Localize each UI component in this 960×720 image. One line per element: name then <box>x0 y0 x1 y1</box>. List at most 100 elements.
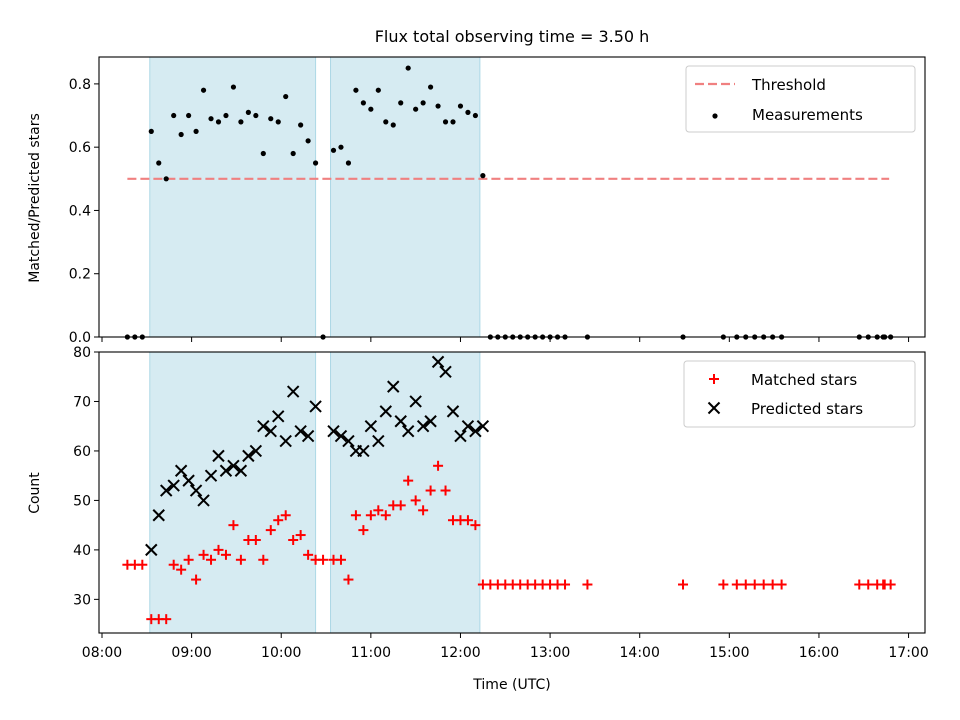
predicted-x-b <box>160 484 173 497</box>
predicted-x-b <box>309 400 322 413</box>
measurement-point <box>353 87 359 93</box>
predicted-star-marker <box>334 429 348 443</box>
predicted-star-marker <box>286 385 300 398</box>
matched-star-marker <box>280 510 291 521</box>
x-tick-label: 13:00 <box>530 645 570 661</box>
matched-star-marker <box>335 554 346 565</box>
ratio-panel: 0.00.20.40.60.8 Matched/Predicted stars … <box>27 56 926 346</box>
predicted-star-marker <box>272 410 285 423</box>
predicted-star-marker <box>454 429 467 443</box>
y-tick-label: 0.6 <box>69 140 91 156</box>
measurement-point <box>253 112 259 119</box>
measurement-point <box>312 160 319 166</box>
observing-windows-bottom <box>149 351 481 634</box>
predicted-x-b <box>242 449 255 463</box>
chart-title: Flux total observing time = 3.50 h <box>375 27 650 46</box>
matched-star-marker <box>440 485 451 496</box>
predicted-x-b <box>197 494 210 507</box>
predicted-x-b <box>416 420 430 433</box>
predicted-star-marker <box>301 429 315 443</box>
legend-predicted-label: Predicted stars <box>751 400 863 418</box>
predicted-star-marker <box>424 415 437 428</box>
predicted-x-b <box>249 444 263 458</box>
matched-star-marker <box>168 559 179 570</box>
matched-star-marker <box>410 495 421 506</box>
predicted-star-marker <box>227 459 240 472</box>
predicted-x-b <box>446 405 460 418</box>
measurement-point <box>457 103 464 109</box>
x-tick-label: 08:00 <box>82 645 122 661</box>
predicted-x-b <box>476 420 490 433</box>
x-tick-label: 14:00 <box>620 645 660 661</box>
predicted-star-marker <box>249 444 263 458</box>
matched-star-marker <box>161 614 172 625</box>
measurement-point <box>450 119 456 125</box>
predicted-x-b <box>257 420 270 433</box>
measurement-point <box>156 160 162 166</box>
predicted-x-b <box>182 474 195 487</box>
predicted-star-marker <box>409 395 422 408</box>
measurement-point <box>208 116 214 122</box>
predicted-x-b <box>272 410 285 423</box>
predicted-star-marker <box>145 543 158 557</box>
count-legend: Matched stars Predicted stars <box>683 360 916 428</box>
star-count-points <box>122 355 896 625</box>
predicted-star-marker <box>327 424 340 438</box>
predicted-x-b <box>364 420 378 433</box>
measurement-point <box>148 128 154 134</box>
x-tick-label: 12:00 <box>440 645 480 661</box>
observing-window-band <box>149 56 317 338</box>
predicted-x-b <box>372 434 385 448</box>
predicted-star-marker <box>242 449 255 463</box>
plot-frame <box>98 351 926 634</box>
predicted-x-b <box>294 424 307 438</box>
matched-star-marker <box>288 534 299 545</box>
matched-star-marker <box>470 520 481 531</box>
measurement-point <box>465 109 471 115</box>
predicted-x-b <box>219 464 233 477</box>
matched-star-marker <box>403 475 414 486</box>
measurement-point <box>435 103 441 109</box>
measurement-point <box>238 119 244 125</box>
predicted-star-marker <box>219 464 233 477</box>
predicted-x-b <box>409 395 422 408</box>
predicted-x-b <box>264 424 277 438</box>
observing-window-band <box>149 351 317 634</box>
measurement-point <box>480 173 486 179</box>
measurement-point <box>405 65 411 71</box>
matched-star-marker <box>740 579 751 590</box>
ratio-y-axis-label: Matched/Predicted stars <box>27 113 43 283</box>
plot-frame <box>98 56 926 338</box>
matched-star-marker <box>731 579 742 590</box>
measurement-point <box>245 109 251 115</box>
y-tick-label: 0.2 <box>69 267 91 283</box>
predicted-star-marker <box>264 424 277 438</box>
matched-star-marker <box>176 564 187 575</box>
predicted-star-marker <box>401 424 415 438</box>
predicted-star-marker <box>439 365 452 378</box>
predicted-star-marker <box>309 400 322 413</box>
matched-star-marker <box>560 579 571 590</box>
predicted-x-b <box>152 509 165 522</box>
predicted-star-marker <box>342 434 355 448</box>
y-tick-label: 0.0 <box>69 330 91 346</box>
predicted-star-marker <box>174 464 188 477</box>
predicted-x-b <box>334 429 348 443</box>
legend-measurements-swatch <box>712 113 718 119</box>
predicted-x-b <box>379 405 392 418</box>
matched-star-marker <box>885 579 896 590</box>
matched-star-marker <box>265 525 276 536</box>
measurement-point <box>330 147 337 153</box>
x-tick-label: 15:00 <box>709 645 749 661</box>
measurement-point <box>268 116 274 122</box>
observing-windows-top <box>149 56 481 338</box>
measurement-point <box>200 87 207 93</box>
measurement-point <box>275 119 281 125</box>
x-tick-label: 11:00 <box>351 645 391 661</box>
measurement-point <box>345 160 352 166</box>
matched-star-marker <box>183 554 194 565</box>
predicted-x-b <box>286 385 300 398</box>
predicted-star-marker <box>182 474 195 487</box>
matched-star-marker <box>365 510 376 521</box>
